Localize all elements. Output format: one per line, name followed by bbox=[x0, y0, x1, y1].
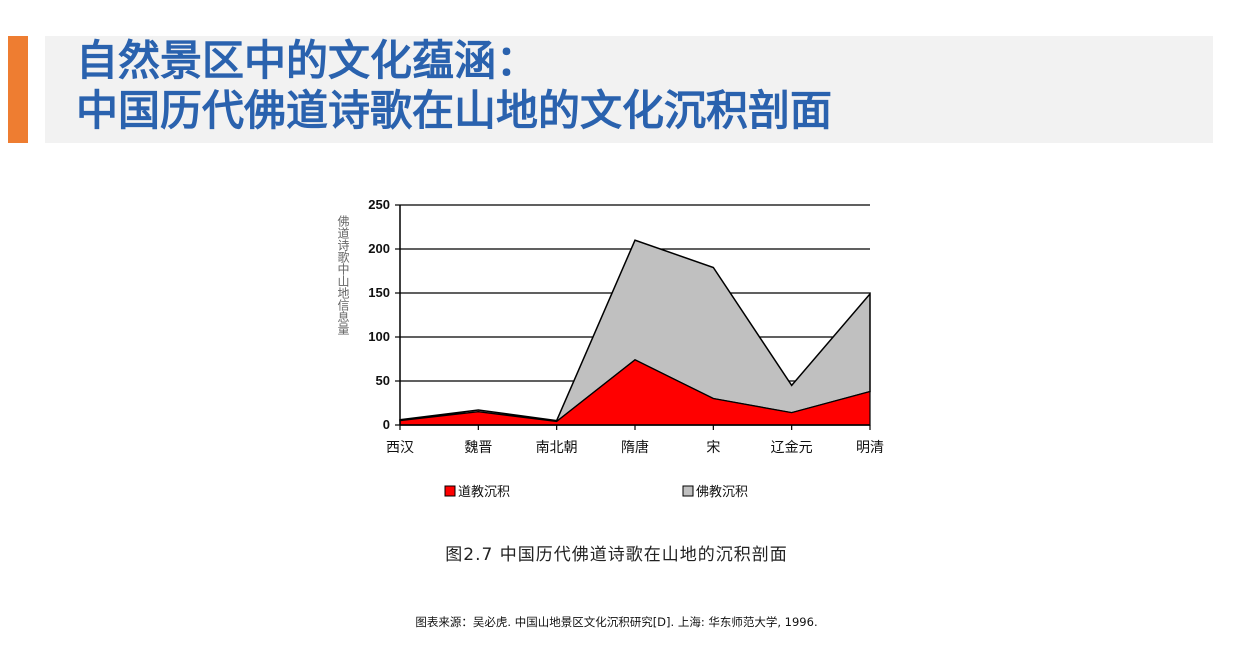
legend-swatch-1 bbox=[682, 485, 694, 497]
y-tick-label-0: 0 bbox=[383, 417, 390, 432]
y-tick-label-50: 50 bbox=[376, 373, 390, 388]
y-tick-label-100: 100 bbox=[368, 329, 390, 344]
legend-label-0: 道教沉积 bbox=[458, 484, 510, 500]
y-tick-label-200: 200 bbox=[368, 241, 390, 256]
y-axis-label: 佛道诗歌中山地信息量 bbox=[336, 215, 350, 335]
title-line-1: 自然景区中的文化蕴涵： bbox=[76, 36, 539, 85]
source-note: 图表来源：吴必虎. 中国山地景区文化沉积研究[D]. 上海: 华东师范大学, 1… bbox=[415, 615, 818, 629]
stacked-area-chart: 0 50 100 150 200 250 西汉 魏晋 南北朝 隋唐 宋 辽金元 明清 佛道诗歌中山地信息量… bbox=[336, 197, 884, 500]
y-tick-label-250: 250 bbox=[368, 197, 390, 212]
x-tick-label-6: 明清 bbox=[856, 440, 884, 456]
title-line-2: 中国历代佛道诗歌在山地的文化沉积剖面 bbox=[76, 86, 833, 135]
y-tick-label-150: 150 bbox=[368, 285, 390, 300]
x-tick-label-5: 辽金元 bbox=[771, 440, 813, 456]
x-tick-label-1: 魏晋 bbox=[464, 440, 492, 456]
title-background bbox=[45, 36, 1213, 143]
x-tick-label-0: 西汉 bbox=[386, 440, 414, 456]
slide-title: 自然景区中的文化蕴涵： 中国历代佛道诗歌在山地的文化沉积剖面 bbox=[76, 36, 1206, 136]
x-tick-label-4: 宋 bbox=[706, 440, 720, 456]
title-accent-bar bbox=[8, 36, 28, 143]
x-tick-label-3: 隋唐 bbox=[621, 439, 649, 456]
legend-label-1: 佛教沉积 bbox=[696, 484, 748, 500]
x-tick-label-2: 南北朝 bbox=[536, 440, 578, 456]
legend-swatch-0 bbox=[444, 485, 456, 497]
figure-caption: 图2.7 中国历代佛道诗歌在山地的沉积剖面 bbox=[445, 545, 788, 565]
